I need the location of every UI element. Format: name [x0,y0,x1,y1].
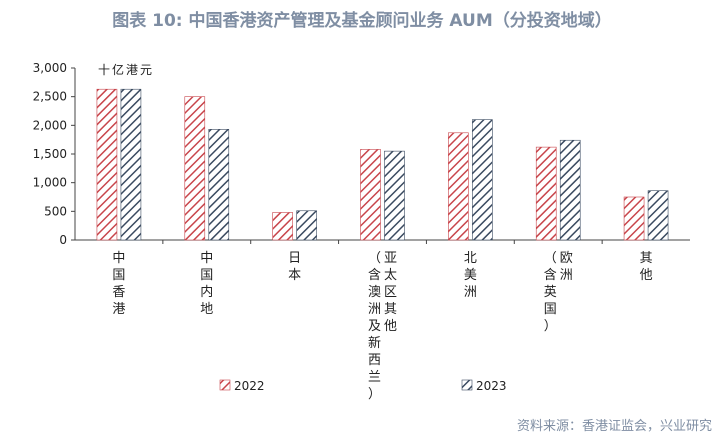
x-tick-label-char: 含 [544,267,557,283]
bar-2023-2 [296,210,317,241]
bar-2022-0 [96,88,118,241]
x-tick-label-char: ） [368,387,381,402]
x-tick-label-char: 中 [112,251,125,266]
y-tick-label: 1,500 [33,147,67,161]
legend-label-2022: 2022 [234,379,265,393]
bar-2023-6 [647,190,669,241]
x-tick-label-char: 港 [112,302,125,317]
x-tick-label-char: 香 [112,285,125,300]
bar-2023-5 [559,139,581,241]
x-tick-label-char: 英 [544,285,557,300]
x-tick-label-char: 中 [200,251,213,266]
x-tick-label-char: 新 [368,335,381,351]
x-tick-label-char: 国 [544,302,557,317]
y-tick-label: 3,000 [33,61,67,75]
x-tick-label-char: 本 [288,268,301,283]
x-tick-label-char: 他 [384,319,397,334]
x-tick-label-char: 太 [384,268,397,283]
x-tick-label-char: 及 [368,319,381,334]
x-tick-label-char: 他 [640,268,653,283]
x-tick-label-char: 北 [464,251,477,266]
y-tick-label: 2,000 [33,118,67,132]
x-tick-label-char: （ [368,251,381,266]
x-tick-label-char: 欧 [560,251,573,266]
x-tick-label-char: 澳 [368,284,381,300]
unit-label: 十亿港元 [98,62,154,77]
x-tick-label-char: 洲 [464,285,477,300]
x-tick-label-char: 美 [464,268,477,283]
x-tick-label-char: 国 [112,268,125,283]
bar-2022-1 [184,96,206,241]
bar-2022-3 [360,149,381,241]
x-tick-label-char: 其 [384,302,397,317]
x-tick-label-char: （ [544,251,557,266]
x-tick-label-char: 兰 [368,370,381,385]
x-tick-label-char: 日 [288,251,301,266]
x-tick-label-char: 国 [200,268,213,283]
x-tick-label-char: 亚 [384,251,397,266]
bar-2022-6 [623,196,645,241]
x-tick-label-char: 其 [640,251,653,266]
legend-swatch-2023 [461,379,473,391]
x-tick-label-char: 区 [384,285,397,300]
y-tick-label: 500 [44,204,67,218]
bar-2023-1 [208,129,230,241]
bar-2023-4 [472,119,493,241]
bar-2023-3 [384,150,405,241]
bar-2022-5 [535,146,557,241]
legend-label-2023: 2023 [476,379,507,393]
y-tick-label: 1,000 [33,176,67,190]
x-tick-label-char: 含 [368,267,381,283]
y-tick-label: 2,500 [33,90,67,104]
x-tick-label-char: 洲 [368,302,381,317]
x-tick-label-char: 地 [200,302,213,317]
x-tick-label-char: 内 [200,284,213,300]
source-note: 资料来源：香港证监会，兴业研究 [516,419,712,434]
x-tick-label-char: 洲 [560,268,573,283]
legend-swatch-2022 [219,379,231,391]
bar-2022-2 [272,212,293,241]
x-tick-label-char: ） [544,319,557,334]
bar-2023-0 [120,88,142,241]
bar-2022-4 [448,132,469,241]
x-tick-label-char: 西 [368,353,381,368]
y-tick-label: 0 [59,233,67,247]
chart-title: 图表 10: 中国香港资产管理及基金顾问业务 AUM（分投资地域） [112,11,612,31]
